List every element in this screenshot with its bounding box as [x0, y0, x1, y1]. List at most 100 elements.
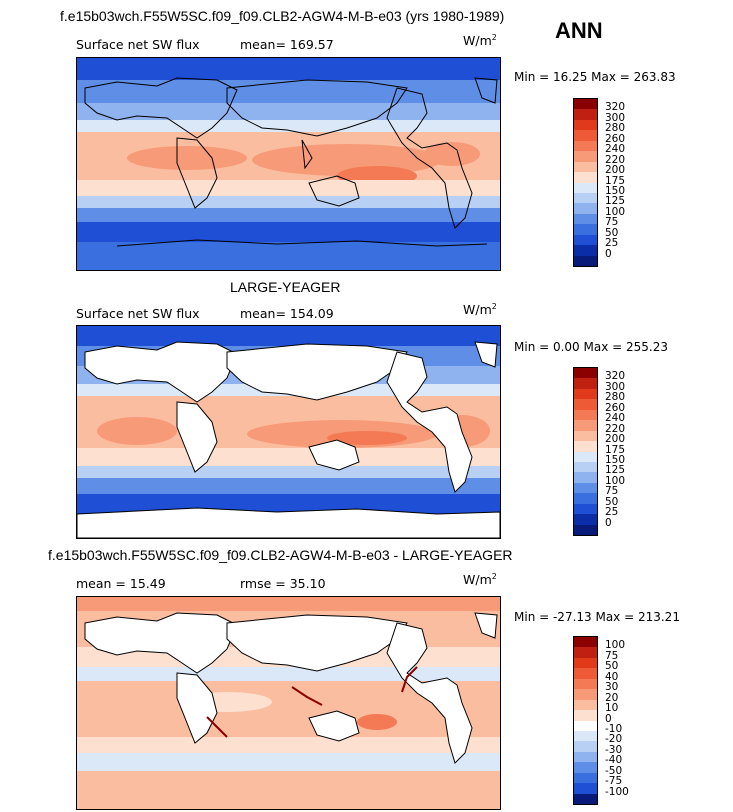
colorbar-swatch: [574, 647, 597, 658]
colorbar-tick-label: 260: [605, 132, 626, 145]
colorbar-swatch: [574, 451, 597, 462]
colorbar-tick-label: 10: [605, 702, 619, 715]
panel-2-mean: mean= 154.09: [240, 306, 334, 321]
colorbar-swatch: [574, 689, 597, 700]
colorbar-swatch: [574, 99, 597, 110]
colorbar-tick-label: -30: [605, 743, 623, 756]
panel-1-variable-label: Surface net SW flux: [76, 37, 200, 52]
panel-1-map: [76, 57, 501, 271]
colorbar-tick-label: 50: [605, 660, 619, 673]
colorbar-tick-label: 40: [605, 670, 619, 683]
colorbar-tick-label: 20: [605, 691, 619, 704]
colorbar-tick-label: -75: [605, 775, 623, 788]
panel-2-units: W/m2: [463, 302, 497, 318]
colorbar-tick-label: 100: [605, 205, 626, 218]
colorbar-tick-label: 25: [605, 237, 619, 250]
colorbar-swatch: [574, 730, 597, 742]
colorbar-swatch: [574, 441, 597, 452]
colorbar-tick-label: 200: [605, 164, 626, 177]
panel-2-map: [76, 325, 501, 539]
colorbar-tick-label: 260: [605, 401, 626, 414]
colorbar-swatch: [574, 399, 597, 410]
colorbar-swatch: [574, 172, 597, 183]
colorbar-tick-label: 280: [605, 391, 626, 404]
colorbar-tick-label: 0: [605, 516, 612, 529]
colorbar-tick-label: 300: [605, 380, 626, 393]
panel-2-colorbar: [573, 367, 598, 536]
panel-2-minmax: Min = 0.00 Max = 255.23: [514, 340, 668, 354]
colorbar-swatch: [574, 783, 597, 794]
colorbar-swatch: [574, 668, 597, 679]
colorbar-tick-label: 320: [605, 101, 626, 114]
panel-3-mean: mean = 15.49: [76, 576, 166, 591]
colorbar-tick-label: 220: [605, 422, 626, 435]
colorbar-swatch: [574, 245, 597, 256]
colorbar-swatch: [574, 151, 597, 162]
colorbar-tick-label: 30: [605, 681, 619, 694]
colorbar-tick-label: 240: [605, 143, 626, 156]
colorbar-swatch: [574, 637, 597, 648]
panel-3-minmax: Min = -27.13 Max = 213.21: [514, 610, 680, 624]
colorbar-tick-label: 150: [605, 184, 626, 197]
colorbar-tick-label: -10: [605, 722, 623, 735]
panel-2-title: LARGE-YEAGER: [230, 279, 341, 295]
colorbar-swatch: [574, 140, 597, 152]
colorbar-tick-label: 75: [605, 649, 619, 662]
colorbar-tick-label: 300: [605, 111, 626, 124]
colorbar-tick-label: 50: [605, 495, 619, 508]
colorbar-tick-label: -100: [605, 785, 629, 798]
panel-3-rmse: rmse = 35.10: [240, 576, 326, 591]
colorbar-tick-label: 0: [605, 712, 612, 725]
panel-3-units: W/m2: [463, 572, 497, 588]
panel-1-mean: mean= 169.57: [240, 37, 334, 52]
colorbar-swatch: [574, 514, 597, 525]
colorbar-tick-label: 50: [605, 226, 619, 239]
colorbar-swatch: [574, 699, 597, 711]
panel-3-title: f.e15b03wch.F55W5SC.f09_f09.CLB2-AGW4-M-…: [48, 547, 513, 563]
colorbar-swatch: [574, 461, 597, 473]
colorbar-swatch: [574, 762, 597, 773]
colorbar-tick-label: 150: [605, 453, 626, 466]
colorbar-swatch: [574, 161, 597, 173]
colorbar-tick-label: -50: [605, 764, 623, 777]
colorbar-swatch: [574, 493, 597, 504]
panel-1-minmax: Min = 16.25 Max = 263.83: [514, 70, 676, 84]
colorbar-swatch: [574, 751, 597, 763]
colorbar-swatch: [574, 388, 597, 400]
panel-3-colorbar: [573, 636, 598, 805]
colorbar-tick-label: 240: [605, 412, 626, 425]
colorbar-swatch: [574, 192, 597, 204]
colorbar-swatch: [574, 503, 597, 515]
colorbar-tick-label: 280: [605, 122, 626, 135]
colorbar-swatch: [574, 678, 597, 690]
panel-3-map: [76, 596, 501, 810]
colorbar-swatch: [574, 430, 597, 442]
colorbar-swatch: [574, 119, 597, 131]
colorbar-swatch: [574, 720, 597, 731]
colorbar-swatch: [574, 772, 597, 784]
colorbar-tick-label: 100: [605, 639, 626, 652]
colorbar-tick-label: 0: [605, 247, 612, 260]
colorbar-swatch: [574, 109, 597, 120]
colorbar-swatch: [574, 378, 597, 389]
colorbar-tick-label: -40: [605, 754, 623, 767]
colorbar-swatch: [574, 203, 597, 214]
panel-1-units: W/m2: [463, 33, 497, 49]
colorbar-tick-label: 200: [605, 433, 626, 446]
colorbar-swatch: [574, 741, 597, 752]
colorbar-swatch: [574, 255, 597, 266]
colorbar-swatch: [574, 224, 597, 235]
colorbar-swatch: [574, 234, 597, 246]
colorbar-tick-label: 125: [605, 464, 626, 477]
colorbar-tick-label: -20: [605, 733, 623, 746]
colorbar-swatch: [574, 710, 597, 721]
colorbar-tick-label: 100: [605, 474, 626, 487]
colorbar-tick-label: 75: [605, 216, 619, 229]
season-label: ANN: [555, 18, 603, 43]
colorbar-tick-label: 175: [605, 174, 626, 187]
colorbar-swatch: [574, 657, 597, 669]
colorbar-swatch: [574, 420, 597, 431]
colorbar-tick-label: 320: [605, 370, 626, 383]
colorbar-swatch: [574, 472, 597, 483]
colorbar-tick-label: 175: [605, 443, 626, 456]
